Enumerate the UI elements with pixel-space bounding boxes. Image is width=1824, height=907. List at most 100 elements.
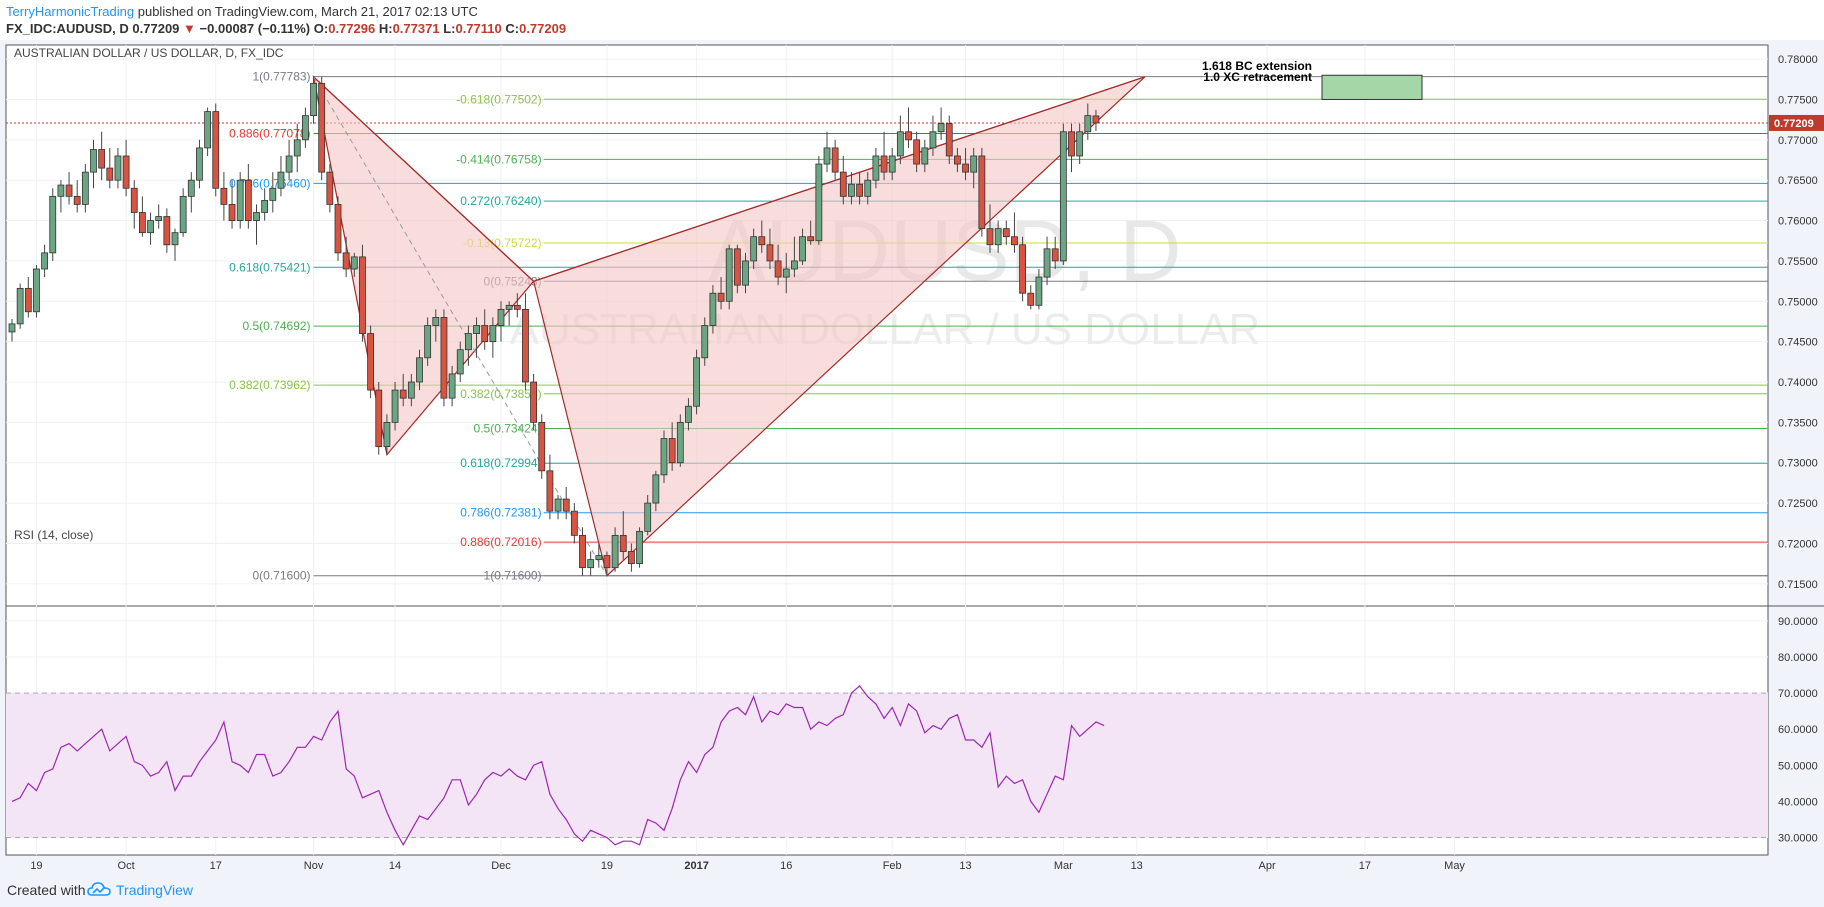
candle-up [416,357,423,383]
candle-up [473,325,480,334]
candle-up [595,555,603,561]
candle-up [611,534,619,569]
y-tick-label: 0.78000 [1778,54,1818,66]
candle-down [774,260,782,278]
candle-up [407,381,415,399]
x-tick-label: 17 [1359,860,1371,872]
candle-up [383,421,391,447]
low-value: 0.77110 [455,21,502,36]
candle-up [799,236,806,262]
candle-up [261,199,269,213]
publish-line: TerryHarmonicTrading published on Tradin… [6,3,478,20]
chart-header: TerryHarmonicTrading published on Tradin… [0,0,1824,40]
candle-down [530,381,537,423]
candle-up [888,155,896,173]
candle-up [448,373,456,399]
candle-up [1084,115,1092,133]
x-tick-label: 13 [1131,860,1143,872]
x-tick-label: 14 [389,860,401,872]
candle-up [815,163,823,242]
fib-xa-label: 0.382(0.73962) [229,378,310,392]
rsi-tick-label: 80.0000 [1778,652,1818,664]
candle-down [766,244,774,262]
candle-up [554,498,562,512]
candle-up [350,256,358,270]
candle-up [301,115,309,141]
rsi-label: RSI (14, close) [14,528,93,542]
candle-up [685,405,692,423]
x-tick-label: 16 [780,860,792,872]
y-tick-label: 0.73500 [1778,417,1818,429]
candle-up [171,232,179,246]
candle-up [505,304,513,310]
candle-down [856,183,863,197]
candle-up [41,252,48,270]
footer: Created with TradingView [0,876,1824,907]
candle-down [342,252,350,270]
close-value: 0.77209 [519,21,567,36]
candle-up [285,155,293,173]
x-tick-label: May [1444,860,1465,872]
annotation-bc-extension: 1.618 BC extension [1202,59,1312,73]
candle-down [334,204,342,254]
author-link[interactable]: TerryHarmonicTrading [6,4,135,19]
y-tick-label: 0.73000 [1778,458,1818,470]
candle-up [277,171,285,189]
candle-down [228,204,236,221]
fib-xa-label: 1(0.77783) [253,70,311,84]
candle-down [986,228,994,246]
candle-up [236,179,244,221]
candle-up [90,149,97,173]
symbol-line: FX_IDC:AUDUSD, D 0.77209 ▼ −0.00087 (−0.… [6,20,566,37]
candle-up [644,502,652,532]
candle-down [807,236,815,242]
rsi-tick-label: 30.0000 [1778,833,1818,845]
candle-up [929,131,937,149]
candle-down [130,187,138,213]
fib-bc-label: 0.886(0.72016) [460,535,541,549]
candle-down [212,111,220,189]
candle-up [253,212,260,221]
fib-bc-label: 0.272(0.76240) [460,194,541,208]
candle-down [1092,115,1100,124]
candle-down [758,236,766,246]
candle-up [147,220,154,234]
candle-down [399,389,407,399]
rsi-line [11,685,1105,847]
y-tick-label: 0.77500 [1778,94,1818,106]
candle-down [831,147,839,173]
tradingview-link[interactable]: TradingView [116,882,194,898]
fib-bc-label: 1(0.71600) [484,569,542,583]
y-tick-label: 0.76000 [1778,216,1818,228]
candle-up [196,147,203,181]
price-change: −0.00087 (−0.11%) [199,21,311,36]
candle-down [570,510,578,536]
candle-up [57,184,65,197]
candle-down [24,287,32,313]
candle-down [1051,248,1059,262]
candle-up [187,179,195,197]
candle-up [204,111,212,149]
candle-up [1076,131,1084,157]
rsi-tick-label: 70.0000 [1778,688,1818,700]
x-tick-label: Oct [118,860,135,872]
candle-up [970,155,978,173]
candle-down [880,155,888,173]
candle-down [513,304,521,310]
candle-up [497,308,505,326]
fib-xa-label: 0.886(0.77078) [229,127,310,141]
candle-up [660,438,668,476]
candle-down [546,470,554,512]
tradingview-cloud-icon[interactable] [87,881,111,899]
candle-up [391,389,399,423]
rsi-tick-label: 40.0000 [1778,796,1818,808]
fib-xa-label: 0(0.71600) [253,569,311,583]
x-tick-label: Nov [304,860,324,872]
candle-up [636,530,643,565]
candle-up [709,292,717,326]
candle-up [782,268,790,278]
high-label: H: [378,21,393,36]
candle-up [896,131,904,157]
last-price-tag [1769,114,1824,131]
